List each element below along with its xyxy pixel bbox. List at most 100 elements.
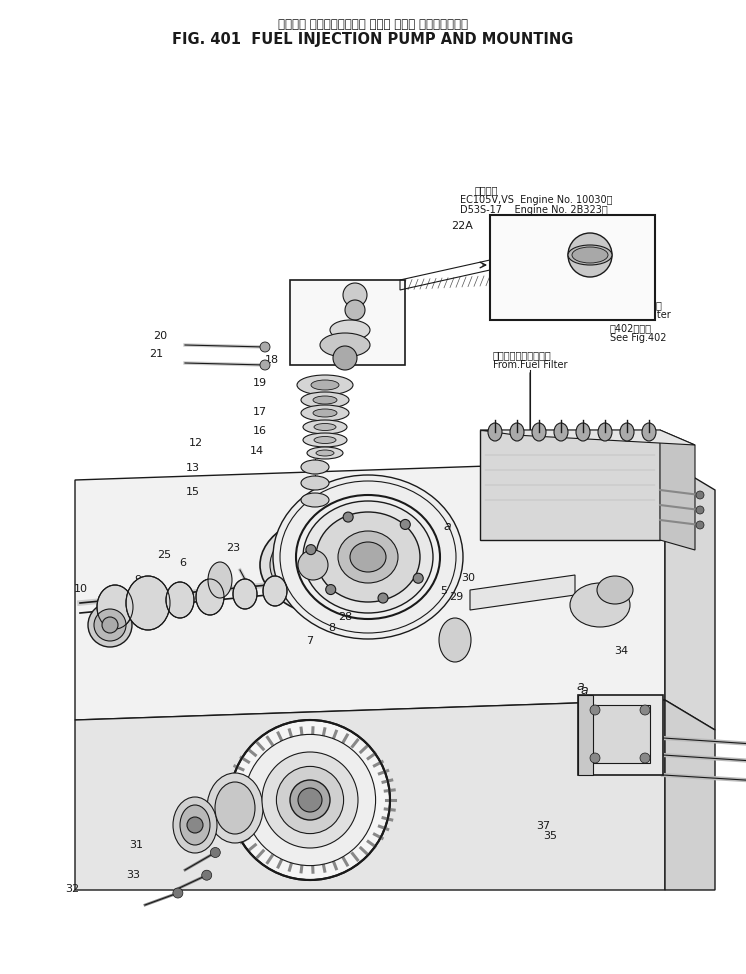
Text: 34: 34 <box>615 646 628 656</box>
Polygon shape <box>75 460 665 720</box>
Text: 8: 8 <box>328 623 336 633</box>
Text: 11: 11 <box>383 509 396 519</box>
Text: 10: 10 <box>74 584 87 594</box>
Ellipse shape <box>620 423 634 441</box>
Text: 5: 5 <box>440 586 448 596</box>
Ellipse shape <box>233 579 257 609</box>
Polygon shape <box>665 700 715 890</box>
Ellipse shape <box>208 562 232 598</box>
Text: フュエルフィルタへ: フュエルフィルタへ <box>610 300 663 310</box>
Circle shape <box>696 506 704 514</box>
Text: From.Fuel Filter: From.Fuel Filter <box>493 360 568 370</box>
Circle shape <box>640 753 650 763</box>
Text: 29: 29 <box>449 592 464 602</box>
Text: 21: 21 <box>150 349 163 358</box>
Circle shape <box>298 788 322 812</box>
Ellipse shape <box>173 797 217 853</box>
Bar <box>578 695 663 775</box>
Text: 7: 7 <box>306 636 313 646</box>
Circle shape <box>187 817 203 833</box>
Ellipse shape <box>273 475 463 639</box>
Circle shape <box>94 609 126 641</box>
Text: 36: 36 <box>626 724 639 733</box>
Ellipse shape <box>297 375 353 395</box>
Text: FIG. 401  FUEL INJECTION PUMP AND MOUNTING: FIG. 401 FUEL INJECTION PUMP AND MOUNTIN… <box>172 32 574 47</box>
Text: 26: 26 <box>207 810 221 820</box>
Circle shape <box>306 544 316 554</box>
Text: 14: 14 <box>251 446 264 456</box>
Circle shape <box>640 705 650 715</box>
Text: 2: 2 <box>664 492 671 502</box>
Circle shape <box>210 847 220 857</box>
Text: 17: 17 <box>253 407 266 417</box>
Text: 37: 37 <box>536 821 550 831</box>
Ellipse shape <box>313 409 337 417</box>
Ellipse shape <box>166 582 194 618</box>
Ellipse shape <box>260 510 440 620</box>
Ellipse shape <box>307 447 343 459</box>
Ellipse shape <box>330 320 370 340</box>
Ellipse shape <box>570 583 630 627</box>
Ellipse shape <box>642 423 656 441</box>
Ellipse shape <box>316 512 420 602</box>
Ellipse shape <box>301 493 329 507</box>
Text: 25: 25 <box>157 550 171 560</box>
Ellipse shape <box>126 576 170 630</box>
Ellipse shape <box>301 405 349 421</box>
Bar <box>490 215 655 320</box>
Circle shape <box>173 888 183 898</box>
Text: 28: 28 <box>338 612 353 621</box>
Polygon shape <box>75 700 665 890</box>
Polygon shape <box>470 575 575 610</box>
Ellipse shape <box>207 773 263 843</box>
Ellipse shape <box>180 805 210 845</box>
Circle shape <box>378 593 388 603</box>
Circle shape <box>245 734 375 866</box>
Circle shape <box>696 521 704 529</box>
Text: 35: 35 <box>544 831 557 841</box>
Ellipse shape <box>510 423 524 441</box>
Text: 22A: 22A <box>451 221 474 231</box>
Circle shape <box>277 767 344 834</box>
Text: a: a <box>444 520 451 534</box>
Polygon shape <box>660 430 695 550</box>
Text: 37: 37 <box>589 724 602 733</box>
Ellipse shape <box>488 499 532 535</box>
Text: a: a <box>580 684 588 696</box>
Text: a: a <box>577 680 584 693</box>
Circle shape <box>333 346 357 370</box>
Ellipse shape <box>532 423 546 441</box>
Ellipse shape <box>270 518 430 612</box>
Ellipse shape <box>303 420 347 434</box>
Ellipse shape <box>568 245 612 265</box>
Ellipse shape <box>314 436 336 443</box>
Text: 15: 15 <box>186 487 199 497</box>
Bar <box>578 695 593 775</box>
Ellipse shape <box>439 618 471 662</box>
Ellipse shape <box>597 576 633 604</box>
Text: 27: 27 <box>183 825 198 835</box>
Text: 23: 23 <box>227 543 240 553</box>
Ellipse shape <box>554 423 568 441</box>
Text: 12: 12 <box>189 438 202 448</box>
Circle shape <box>696 491 704 499</box>
Ellipse shape <box>196 579 224 615</box>
Text: 第402図参照: 第402図参照 <box>610 323 652 333</box>
Ellipse shape <box>301 460 329 474</box>
Circle shape <box>343 283 367 307</box>
Ellipse shape <box>338 531 398 583</box>
Text: D53S-17    Engine No. 2B323－: D53S-17 Engine No. 2B323－ <box>460 205 608 215</box>
Polygon shape <box>665 460 715 730</box>
Circle shape <box>345 300 365 320</box>
Ellipse shape <box>320 333 370 357</box>
Polygon shape <box>480 430 660 540</box>
Text: 32: 32 <box>66 884 79 894</box>
Ellipse shape <box>97 585 133 629</box>
Text: 22: 22 <box>313 297 328 307</box>
Polygon shape <box>480 430 695 445</box>
Circle shape <box>343 512 353 522</box>
Ellipse shape <box>301 476 329 490</box>
Ellipse shape <box>598 423 612 441</box>
Ellipse shape <box>316 450 334 456</box>
Ellipse shape <box>313 396 337 404</box>
